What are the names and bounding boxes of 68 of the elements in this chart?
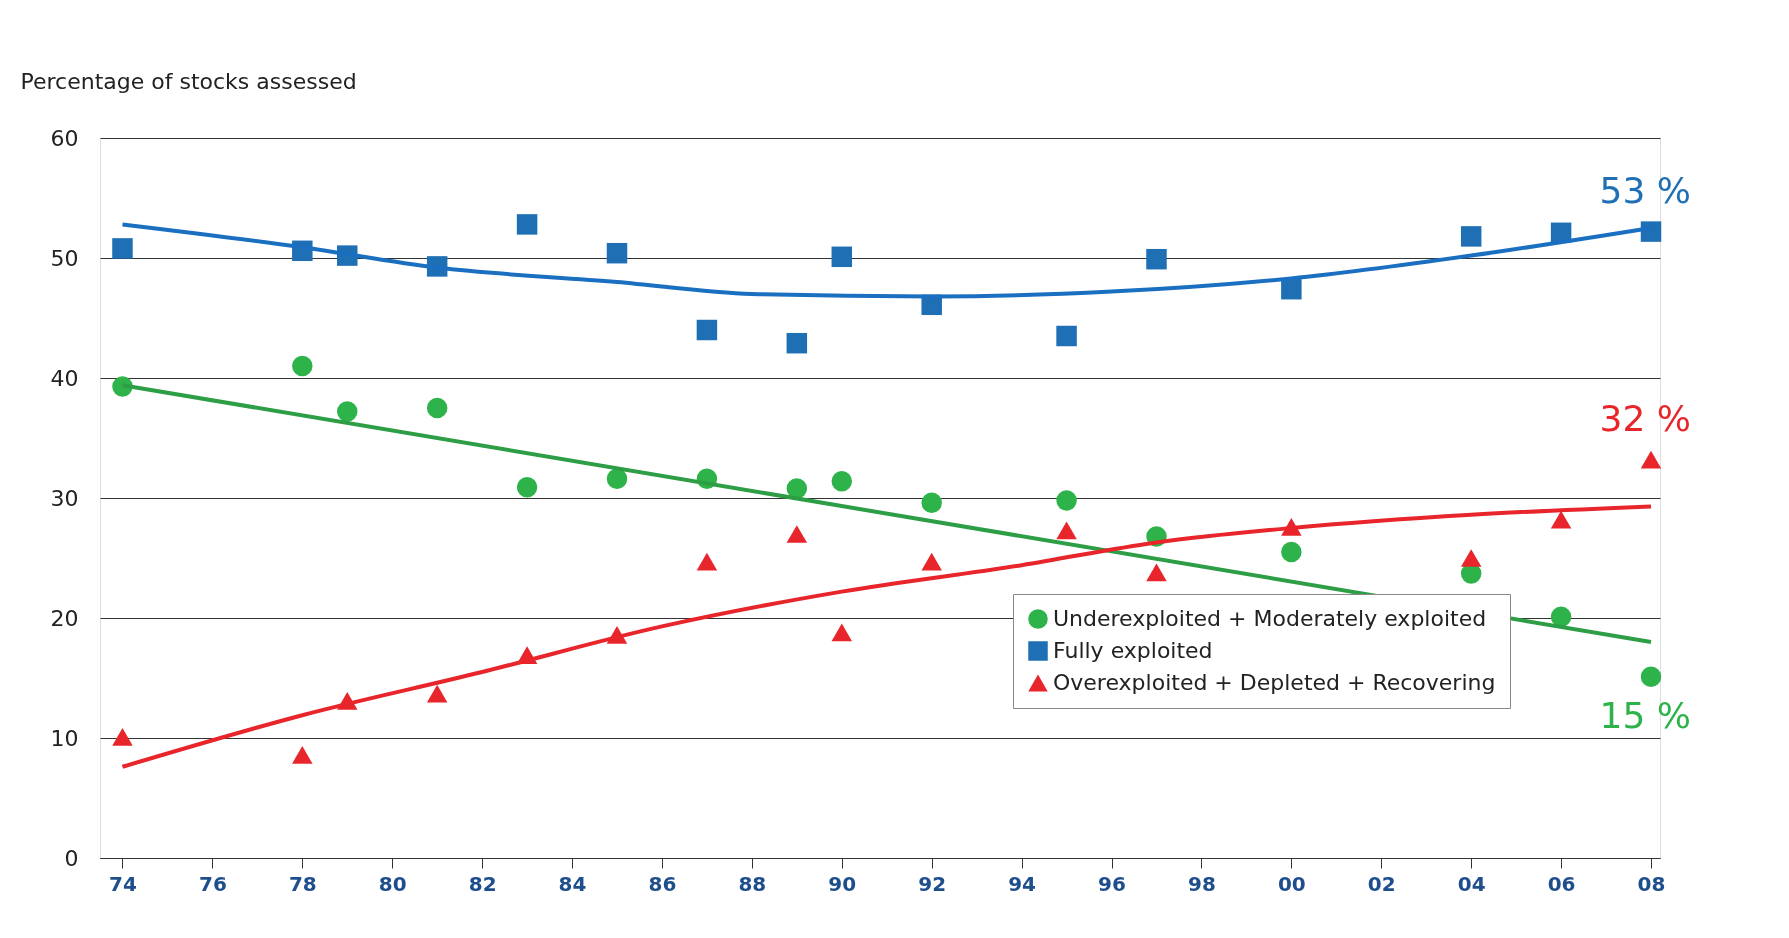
point xyxy=(831,246,853,268)
annotation: 53 % xyxy=(1599,169,1692,211)
point xyxy=(1550,606,1572,628)
y-axis-title: Percentage of stocks assessed xyxy=(20,68,357,94)
point xyxy=(1640,666,1662,688)
x-tick-label: 00 xyxy=(1277,871,1306,896)
x-tick-label: 80 xyxy=(378,871,407,896)
x-tick-label: 82 xyxy=(468,871,497,896)
point xyxy=(1146,563,1167,582)
line-series xyxy=(120,504,1654,769)
point xyxy=(831,470,853,492)
point xyxy=(1146,248,1167,270)
x-tick-label: 98 xyxy=(1188,871,1216,896)
y-tick-label: 50 xyxy=(50,245,79,271)
point xyxy=(1056,325,1077,347)
point xyxy=(606,468,628,490)
point xyxy=(921,552,942,571)
x-tick-label: 86 xyxy=(648,871,677,896)
y-tick-label: 60 xyxy=(50,125,79,151)
x-tick-label: 94 xyxy=(1008,871,1037,896)
y-tick-label: 40 xyxy=(50,365,79,391)
x-tick-label: 08 xyxy=(1637,871,1666,896)
point xyxy=(292,745,313,764)
point xyxy=(606,242,628,264)
point xyxy=(426,397,448,419)
point xyxy=(1281,278,1302,300)
legend-label: Fully exploited xyxy=(1053,638,1213,663)
y-tick-label: 10 xyxy=(50,725,79,751)
point xyxy=(1460,549,1482,567)
y-tick-label: 20 xyxy=(50,605,79,631)
point xyxy=(1460,226,1482,247)
point xyxy=(112,238,133,259)
x-tick-label: 78 xyxy=(288,871,317,896)
x-tick-label: 74 xyxy=(109,871,137,896)
annotation: 32 % xyxy=(1599,397,1692,439)
x-tick-label: 96 xyxy=(1098,871,1126,896)
y-tick-label: 0 xyxy=(64,845,79,871)
point xyxy=(337,401,358,422)
x-tick-label: 88 xyxy=(738,871,767,896)
point xyxy=(831,623,853,642)
point xyxy=(1281,541,1302,563)
point xyxy=(292,355,313,377)
point xyxy=(696,319,718,341)
point xyxy=(1056,521,1077,540)
x-tick-label: 90 xyxy=(828,871,857,896)
point xyxy=(1640,450,1662,469)
point xyxy=(696,552,718,571)
x-tick-label: 92 xyxy=(918,871,947,896)
point xyxy=(1550,510,1572,529)
annotation: 15 % xyxy=(1599,694,1692,736)
point xyxy=(786,478,808,499)
point xyxy=(786,525,808,543)
point xyxy=(921,492,942,514)
legend-label: Underexploited + Moderately exploited xyxy=(1053,606,1487,631)
point xyxy=(112,727,133,746)
point xyxy=(786,332,808,354)
point xyxy=(1640,221,1662,242)
point xyxy=(516,214,538,235)
x-tick-label: 02 xyxy=(1367,871,1396,896)
point xyxy=(426,684,448,703)
legend-label: Overexploited + Depleted + Recovering xyxy=(1053,670,1496,695)
x-tick-label: 04 xyxy=(1457,871,1486,896)
point xyxy=(516,476,538,498)
y-tick-label: 30 xyxy=(50,485,79,511)
point xyxy=(1056,490,1077,511)
x-tick-label: 06 xyxy=(1547,871,1576,896)
x-tick-label: 84 xyxy=(558,871,587,896)
x-tick-label: 76 xyxy=(198,871,227,896)
